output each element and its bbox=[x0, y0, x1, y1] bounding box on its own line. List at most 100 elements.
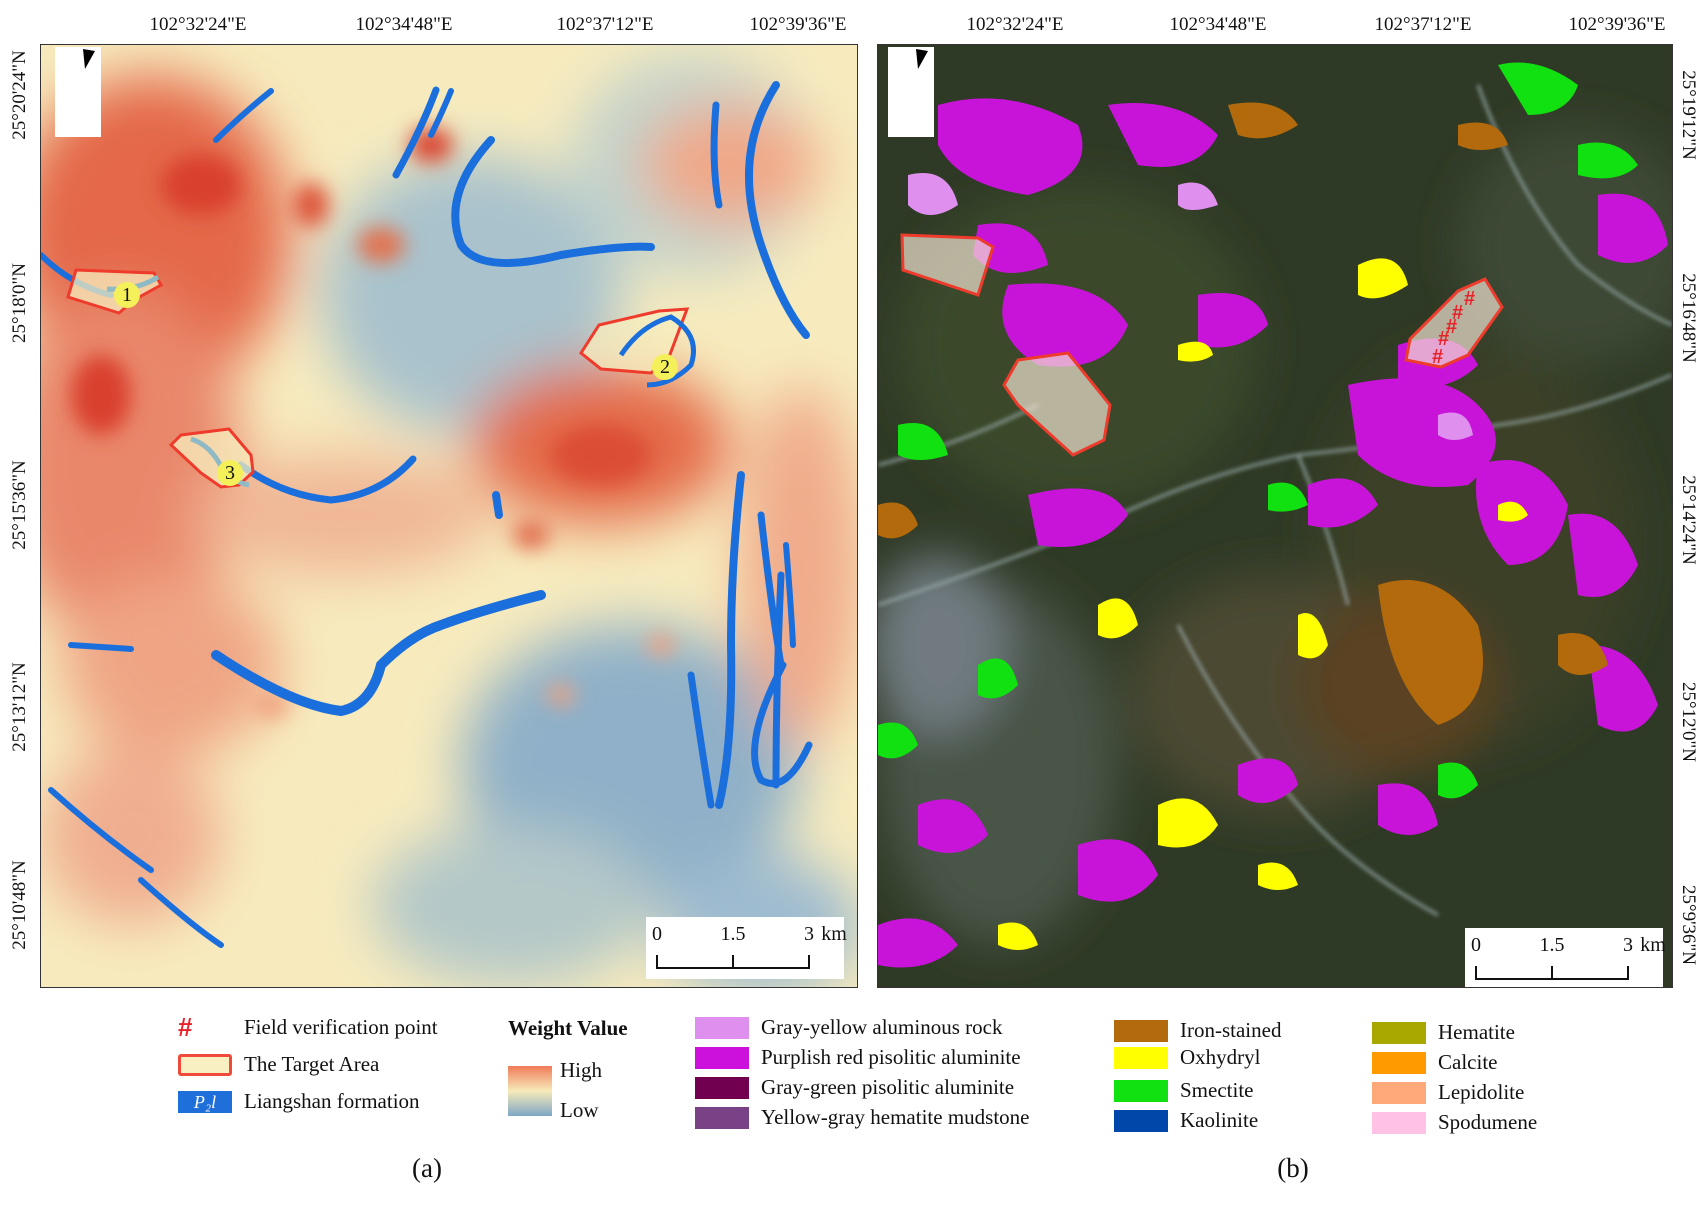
legend-swatch bbox=[1114, 1019, 1168, 1042]
weight-map-panel: 1 2 3 0 1.5 3 km bbox=[40, 44, 858, 988]
caption-a: (a) bbox=[412, 1153, 442, 1183]
weight-legend-title: Weight Value bbox=[508, 1016, 628, 1040]
legend-swatch bbox=[1114, 1046, 1168, 1069]
legend-label: Spodumene bbox=[1438, 1110, 1538, 1134]
lon-label: 102°37'12"E bbox=[1374, 14, 1472, 35]
lon-label: 102°32'24"E bbox=[149, 14, 247, 35]
scale-tick bbox=[1551, 966, 1553, 980]
polygon-outline-icon bbox=[178, 1053, 232, 1076]
legend-swatch bbox=[695, 1016, 749, 1039]
legend-label: Kaolinite bbox=[1180, 1108, 1259, 1132]
scale-bar: 0 1.5 3 km bbox=[1465, 928, 1666, 987]
field-point-hash-marker: # bbox=[1438, 328, 1449, 350]
legend-swatch bbox=[1114, 1109, 1168, 1132]
legend-field-point: # Field verification point bbox=[178, 1012, 438, 1043]
legend-hematite: Hematite bbox=[1372, 1020, 1515, 1045]
legend-label: Calcite bbox=[1438, 1050, 1498, 1074]
legend-purplish-red-pisolitic: Purplish red pisolitic aluminite bbox=[695, 1045, 1021, 1070]
north-arrow-icon bbox=[83, 49, 95, 69]
lat-label: 25°15'36"N bbox=[9, 460, 30, 550]
legend-label: Oxhydryl bbox=[1180, 1045, 1261, 1069]
field-point-hash-marker: # bbox=[1464, 288, 1475, 310]
scale-tick bbox=[656, 955, 658, 969]
lat-label: 25°14'24"N bbox=[1678, 475, 1699, 565]
legend-target-area: The Target Area bbox=[178, 1052, 379, 1077]
legend-iron-stained: Iron-stained bbox=[1114, 1018, 1281, 1043]
legend-label: Iron-stained bbox=[1180, 1018, 1282, 1042]
lon-label: 102°34'48"E bbox=[355, 14, 453, 35]
lat-label: 25°16'48"N bbox=[1678, 273, 1699, 363]
legend-swatch bbox=[1372, 1021, 1426, 1044]
legend-label: Field verification point bbox=[244, 1015, 438, 1039]
hash-marker-icon: # bbox=[178, 1012, 193, 1042]
lat-label: 25°9'36"N bbox=[1678, 885, 1699, 965]
lat-label: 25°18'0"N bbox=[9, 263, 30, 343]
legend-label: Gray-yellow aluminous rock bbox=[761, 1015, 1003, 1039]
scale-label: 1.5 bbox=[720, 923, 746, 945]
scale-tick bbox=[1475, 966, 1477, 980]
scale-label: 3 bbox=[1623, 934, 1633, 956]
gray-yellow-aluminous-rock-areas bbox=[908, 173, 1473, 440]
lon-label: 102°39'36"E bbox=[1568, 14, 1666, 35]
scale-bar: 0 1.5 3 km bbox=[646, 917, 847, 979]
lat-label: 25°20'24"N bbox=[9, 50, 30, 140]
legend-label: Smectite bbox=[1180, 1078, 1254, 1102]
scale-tick bbox=[1627, 966, 1629, 980]
mineral-map-panel: # # # # # 0 1.5 3 km bbox=[877, 44, 1673, 988]
scale-label: 3 bbox=[804, 923, 814, 945]
legend-spodumene: Spodumene bbox=[1372, 1110, 1537, 1135]
lon-label: 102°32'24"E bbox=[966, 14, 1064, 35]
drainage-lines bbox=[878, 84, 1672, 917]
legend-swatch bbox=[1114, 1079, 1168, 1102]
lat-label: 25°19'12"N bbox=[1678, 70, 1699, 160]
lat-label: 25°12'0"N bbox=[1678, 682, 1699, 762]
lat-label: 25°13'12"N bbox=[9, 662, 30, 752]
scale-unit: km bbox=[821, 923, 847, 945]
legend-liangshan: P₂l Liangshan formation bbox=[178, 1089, 420, 1114]
legend-gray-yellow-aluminous-rock: Gray-yellow aluminous rock bbox=[695, 1015, 1002, 1040]
field-point-hash-marker: # bbox=[1432, 346, 1443, 368]
legend-label: The Target Area bbox=[244, 1052, 380, 1076]
iron-stained-areas bbox=[878, 102, 1608, 725]
weight-map-raster bbox=[41, 45, 857, 987]
scale-tick bbox=[732, 955, 734, 969]
legend-kaolinite: Kaolinite bbox=[1114, 1108, 1258, 1133]
caption-b: (b) bbox=[1277, 1153, 1309, 1183]
formation-swatch-icon: P₂l bbox=[178, 1090, 232, 1113]
legend-label: Purplish red pisolitic aluminite bbox=[761, 1045, 1021, 1069]
legend-calcite: Calcite bbox=[1372, 1050, 1497, 1075]
legend-yellow-gray-hematite-mudstone: Yellow-gray hematite mudstone bbox=[695, 1105, 1030, 1130]
legend-lepidolite: Lepidolite bbox=[1372, 1080, 1524, 1105]
smectite-areas bbox=[878, 62, 1638, 799]
north-arrow-box bbox=[55, 47, 101, 137]
scale-label: 1.5 bbox=[1539, 934, 1565, 956]
legend-swatch bbox=[1372, 1081, 1426, 1104]
legend-gray-green-pisolitic: Gray-green pisolitic aluminite bbox=[695, 1075, 1014, 1100]
mineral-map-raster: # # # # # bbox=[878, 45, 1672, 987]
legend-swatch bbox=[695, 1076, 749, 1099]
scale-tick bbox=[808, 955, 810, 969]
field-point-hash-marker: # bbox=[1452, 302, 1463, 324]
north-arrow-box bbox=[888, 47, 934, 137]
legend-smectite: Smectite bbox=[1114, 1078, 1253, 1103]
field-verification-points: # # # # # bbox=[1432, 288, 1475, 368]
target-label: 1 bbox=[114, 282, 140, 308]
legend-swatch bbox=[695, 1046, 749, 1069]
field-point-hash-marker: # bbox=[1446, 316, 1457, 338]
weight-high-label: High bbox=[560, 1058, 602, 1082]
scale-label: 0 bbox=[1471, 934, 1481, 956]
north-arrow-icon bbox=[916, 49, 928, 69]
scale-label: 0 bbox=[652, 923, 662, 945]
legend-swatch bbox=[1372, 1111, 1426, 1134]
oxhydryl-areas bbox=[998, 258, 1528, 950]
lon-label: 102°34'48"E bbox=[1169, 14, 1267, 35]
legend-swatch bbox=[695, 1106, 749, 1129]
legend-label: Gray-green pisolitic aluminite bbox=[761, 1075, 1015, 1099]
lat-label: 25°10'48"N bbox=[9, 860, 30, 950]
legend-label: Lepidolite bbox=[1438, 1080, 1525, 1104]
lon-label: 102°39'36"E bbox=[749, 14, 847, 35]
legend-label: Yellow-gray hematite mudstone bbox=[761, 1105, 1030, 1129]
liangshan-formation bbox=[41, 81, 813, 948]
lon-label: 102°37'12"E bbox=[556, 14, 654, 35]
weight-gradient-ramp bbox=[508, 1066, 552, 1116]
